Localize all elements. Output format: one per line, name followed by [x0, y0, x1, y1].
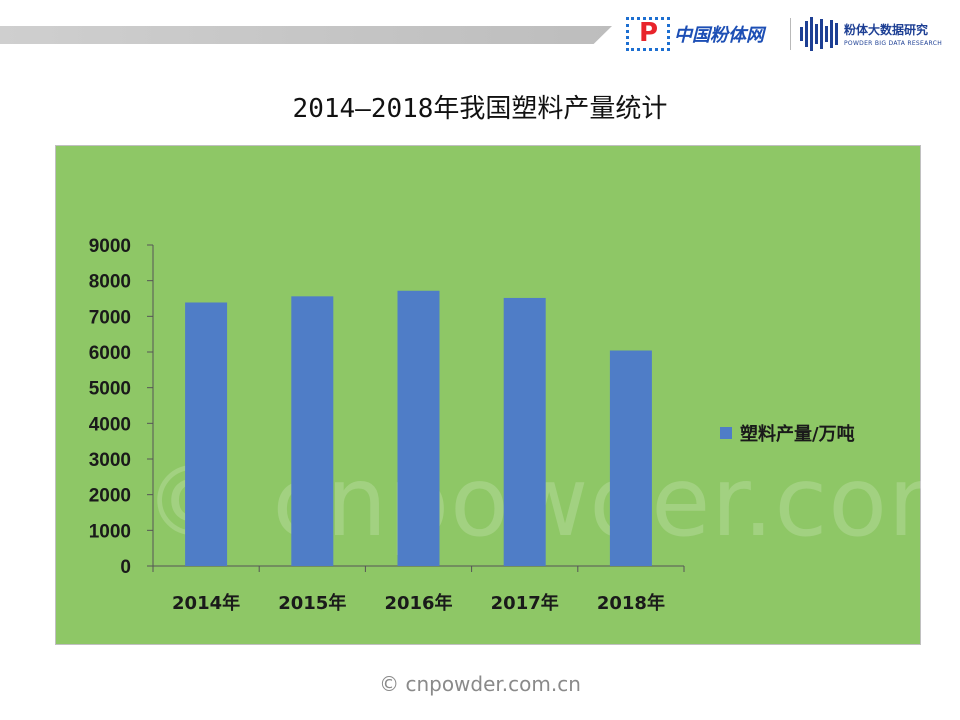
y-tick-label: 6000	[89, 343, 131, 364]
y-tick-label: 1000	[89, 521, 131, 542]
brand2-subtitle: POWDER BIG DATA RESEARCH	[844, 40, 943, 47]
y-tick-label: 4000	[89, 414, 131, 435]
bars-logo-icon	[800, 16, 838, 52]
big-data-logo: 粉体大数据研究 POWDER BIG DATA RESEARCH	[800, 14, 942, 54]
y-tick-label: 9000	[89, 236, 131, 257]
x-tick-label: 2016年	[384, 592, 452, 614]
chart-area: © cnpowder.com.cn 0 1000 2000 3000 4000 5000 6…	[55, 145, 960, 645]
page-title: 2014—2018年我国塑料产量统计	[292, 94, 668, 124]
bar	[291, 296, 334, 566]
legend-label: 塑料产量/万吨	[740, 423, 855, 445]
watermark: © cnpowder.com.cn	[144, 446, 960, 558]
footer-copyright: © cnpowder.com.cn	[379, 672, 581, 696]
bar	[185, 302, 228, 566]
bar-chart: 0 1000 2000 3000 4000 5000 6000 7000 8000 9000 201…	[89, 236, 855, 614]
x-tick-label: 2017年	[491, 592, 559, 614]
legend-swatch	[720, 427, 732, 439]
x-tick-label: 2014年	[172, 592, 240, 614]
y-tick-label: 2000	[89, 486, 131, 507]
y-tick-label: 5000	[89, 379, 131, 400]
brand2-name: 粉体大数据研究	[844, 23, 929, 37]
y-tick-label: 8000	[89, 272, 131, 293]
y-tick-label: 3000	[89, 450, 131, 471]
y-tick-label: 7000	[89, 307, 131, 328]
x-tick-label: 2018年	[597, 592, 665, 614]
header-bar	[0, 26, 612, 44]
bar	[503, 297, 546, 566]
logo-divider	[790, 18, 791, 50]
x-tick-label: 2015年	[278, 592, 346, 614]
bar	[609, 350, 652, 566]
bar	[397, 290, 440, 566]
y-tick-label: 0	[120, 557, 131, 578]
cp-logo-icon	[626, 17, 670, 51]
brand1-name: 中国粉体网	[674, 25, 764, 46]
cnpowder-logo: 中国粉体网	[626, 14, 764, 54]
